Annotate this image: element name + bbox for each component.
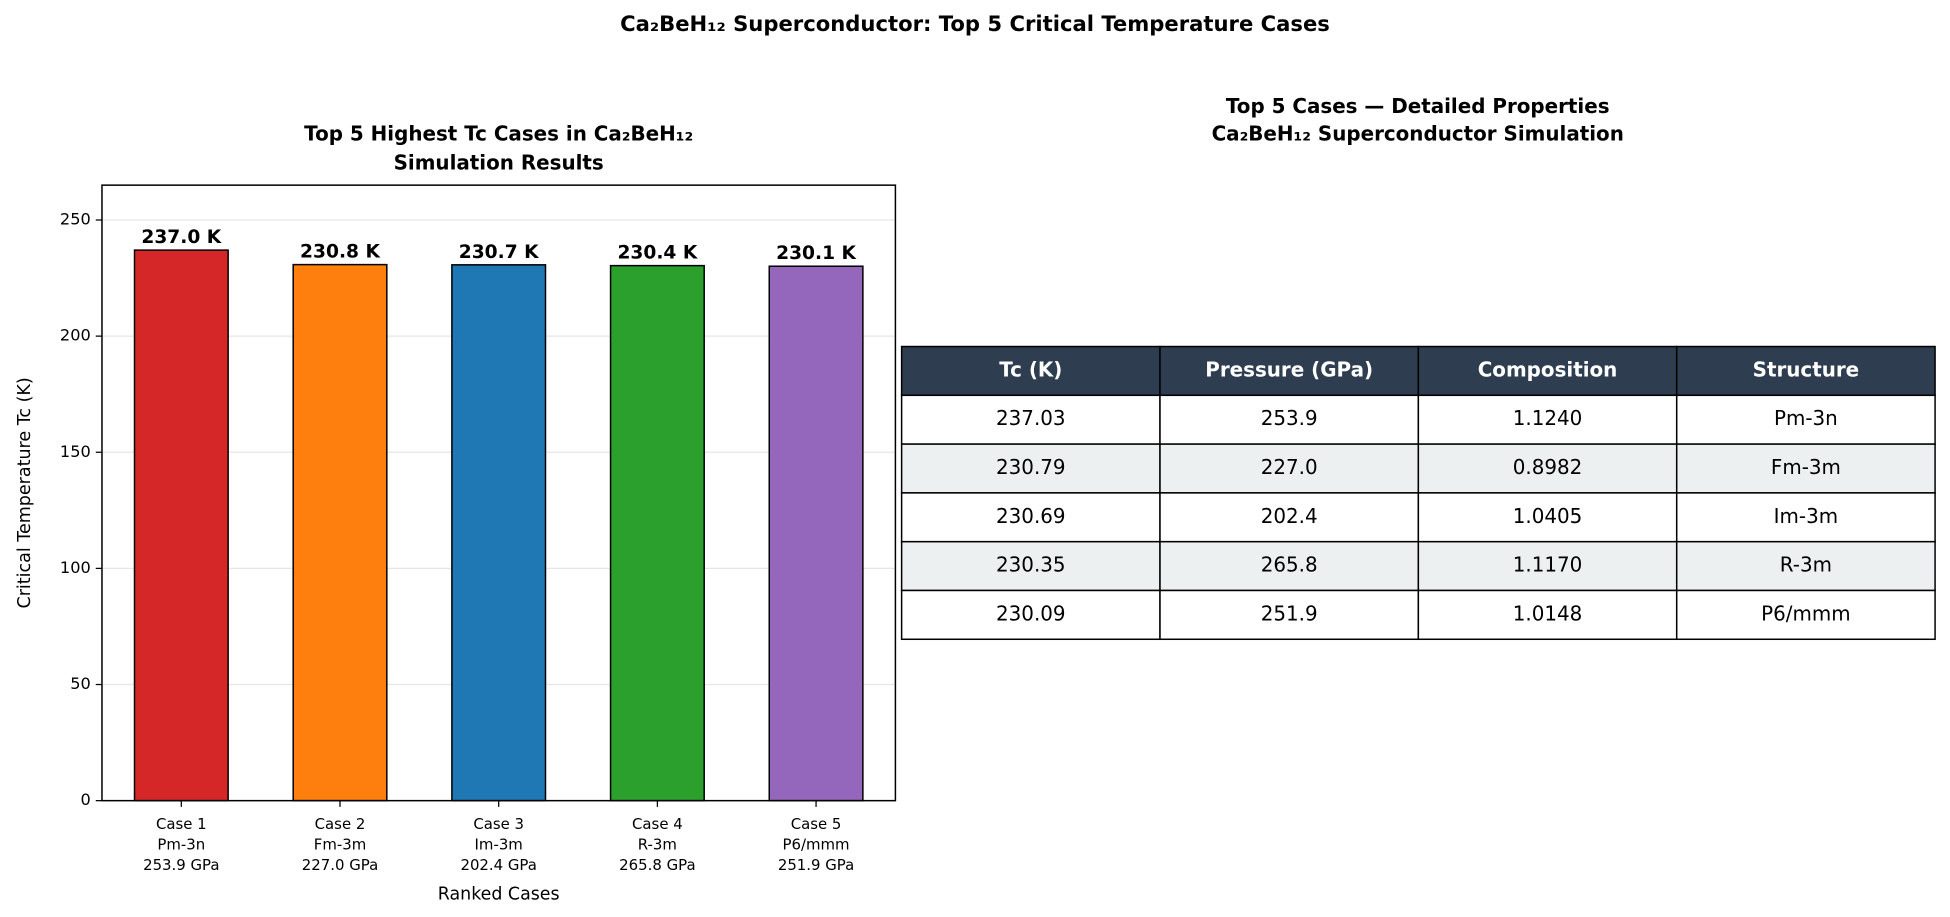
table-header: Pressure (GPa) <box>1205 357 1373 381</box>
table-cell <box>1675 540 1936 592</box>
bar <box>768 265 864 802</box>
table-header-cell <box>1675 345 1936 397</box>
data-label: 230.1 K <box>776 243 857 264</box>
table-cell-text: 230.35 <box>996 553 1066 577</box>
y-tick-label: 0 <box>81 790 91 809</box>
table-cell-text: 253.9 <box>1261 406 1318 430</box>
bar <box>451 264 547 802</box>
x-tick-label: 227.0 GPa <box>302 856 378 874</box>
y-tick-label: 150 <box>60 442 91 461</box>
bar <box>133 249 229 802</box>
data-label: 230.8 K <box>300 242 381 263</box>
table-header: Composition <box>1478 357 1618 381</box>
table-cell <box>1675 394 1936 445</box>
table-cell <box>1417 492 1678 543</box>
y-tick-label: 50 <box>70 674 91 693</box>
table-header-cell <box>1159 345 1420 397</box>
table-cell-text: R-3m <box>1780 553 1832 577</box>
y-tick-label: 100 <box>60 558 91 577</box>
bar <box>292 263 388 802</box>
y-axis-label: Critical Temperature Tc (K) <box>15 377 35 608</box>
table-cell <box>1675 589 1936 641</box>
table-cell <box>1159 589 1420 641</box>
x-tick-label: Case 1 <box>156 815 207 833</box>
y-tick-label: 200 <box>60 326 91 345</box>
table-cell-text: 230.79 <box>996 455 1066 479</box>
table-cell <box>900 443 1161 494</box>
x-tick-label: Case 2 <box>315 815 366 833</box>
data-label: 237.0 K <box>141 227 222 248</box>
table-cell-text: 1.1170 <box>1513 553 1583 577</box>
table-cell-text: 1.1240 <box>1513 406 1583 430</box>
table-title: Ca₂BeH₁₂ Superconductor Simulation <box>1212 122 1624 146</box>
x-tick-label: Case 3 <box>473 815 524 833</box>
x-tick-label: P6/mmm <box>783 836 850 854</box>
x-tick-label: 202.4 GPa <box>460 856 536 874</box>
table-cell <box>1159 443 1420 494</box>
x-tick-label: R-3m <box>638 836 677 854</box>
x-tick-label: Case 5 <box>791 815 842 833</box>
figure-title: Ca₂BeH₁₂ Superconductor: Top 5 Critical … <box>620 11 1330 36</box>
table-cell-text: Im-3m <box>1774 504 1838 528</box>
table-cell-text: Fm-3m <box>1771 455 1841 479</box>
table-cell <box>900 394 1161 445</box>
table-cell <box>1417 443 1678 494</box>
table-cell-text: 1.0405 <box>1513 504 1583 528</box>
table-cell-text: Pm-3n <box>1774 406 1838 430</box>
data-label: 230.4 K <box>617 243 698 264</box>
chart-title: Top 5 Highest Tc Cases in Ca₂BeH₁₂ <box>304 122 693 146</box>
x-tick-label: 253.9 GPa <box>143 856 219 874</box>
data-label: 230.7 K <box>459 242 540 263</box>
table-header: Tc (K) <box>999 357 1062 381</box>
plot-frame <box>101 184 897 802</box>
table-cell-text: 227.0 <box>1261 455 1318 479</box>
table-header: Structure <box>1753 357 1860 381</box>
x-tick-label: Fm-3m <box>314 836 366 854</box>
table-cell-text: 202.4 <box>1261 504 1318 528</box>
table-cell-text: 230.69 <box>996 504 1066 528</box>
table-cell <box>1417 394 1678 445</box>
x-axis-label: Ranked Cases <box>438 884 560 904</box>
table-cell <box>1417 589 1678 641</box>
x-tick-label: Pm-3n <box>157 836 205 854</box>
x-tick-label: 265.8 GPa <box>619 856 695 874</box>
x-tick-label: Case 4 <box>632 815 683 833</box>
y-tick-label: 250 <box>60 209 91 228</box>
table-cell-text: 251.9 <box>1261 601 1318 625</box>
table-cell-text: 230.09 <box>996 601 1066 625</box>
table-cell-text: 1.0148 <box>1513 601 1583 625</box>
table-cell-text: 237.03 <box>996 406 1066 430</box>
table-cell-text: 0.8982 <box>1513 455 1583 479</box>
bar <box>609 264 705 802</box>
table-cell-text: P6/mmm <box>1761 601 1850 625</box>
x-tick-label: Im-3m <box>475 836 523 854</box>
table-cell-text: 265.8 <box>1261 553 1318 577</box>
table-cell <box>1159 394 1420 445</box>
x-tick-label: 251.9 GPa <box>778 856 854 874</box>
chart-title: Simulation Results <box>394 150 604 174</box>
table-title: Top 5 Cases — Detailed Properties <box>1226 94 1610 118</box>
table-cell <box>1159 492 1420 543</box>
